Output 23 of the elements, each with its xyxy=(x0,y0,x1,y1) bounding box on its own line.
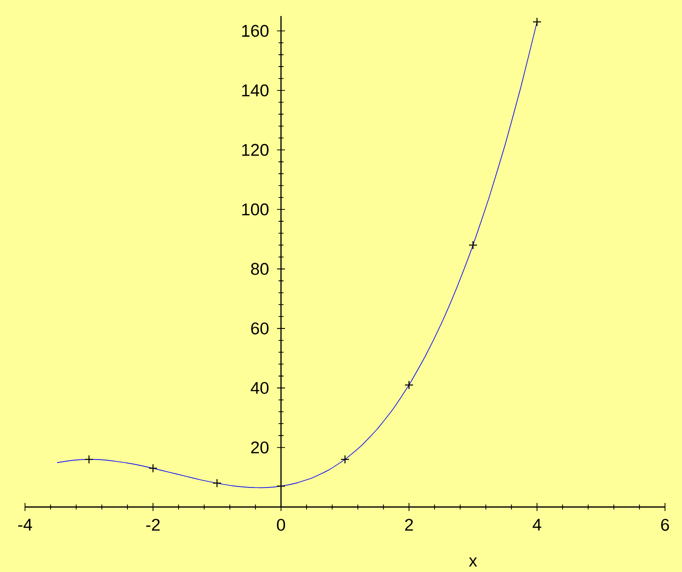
y-tick-label: 140 xyxy=(242,84,269,96)
y-tick-label: 160 xyxy=(242,24,269,37)
point xyxy=(404,380,414,390)
y-tick-label: 100 xyxy=(242,203,269,216)
point xyxy=(532,17,542,26)
point xyxy=(148,464,158,473)
point xyxy=(340,454,350,464)
x-tick-label: 4 xyxy=(532,518,542,530)
point xyxy=(84,454,94,464)
y-tick-label: 20 xyxy=(251,441,269,454)
point xyxy=(212,478,222,488)
x-tick-label: -2 xyxy=(146,518,160,531)
point xyxy=(468,240,478,250)
x-tick-label: 0 xyxy=(276,518,286,531)
x-axis-title: x xyxy=(468,558,478,566)
x-tick-label: 2 xyxy=(405,518,413,531)
y-tick-label: 120 xyxy=(242,144,269,156)
y-tick-label: 60 xyxy=(251,322,269,334)
y-tick-label: 80 xyxy=(251,262,269,275)
x-tick-label: 6 xyxy=(661,518,669,531)
line-series xyxy=(56,22,538,488)
x-tick-label: -4 xyxy=(18,518,32,530)
y-tick-label: 40 xyxy=(250,382,269,394)
